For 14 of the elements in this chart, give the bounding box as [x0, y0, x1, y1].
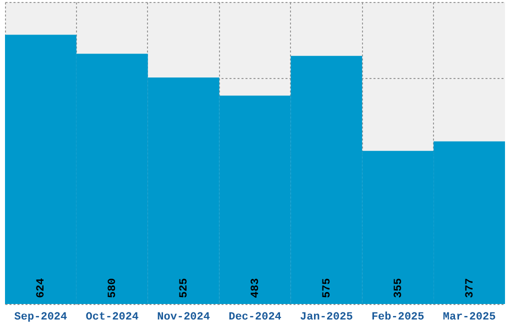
x-tick-label: Mar-2025 [442, 312, 496, 324]
data-label: 525 [178, 278, 191, 298]
x-tick-label: Sep-2024 [14, 312, 68, 324]
data-label: 575 [321, 278, 334, 298]
data-label: 483 [250, 278, 262, 298]
data-label: 377 [464, 278, 476, 298]
x-tick-label: Feb-2025 [371, 312, 425, 324]
x-tick-label: Dec-2024 [228, 312, 282, 324]
data-label: 624 [36, 278, 48, 298]
data-label: 580 [107, 278, 120, 298]
x-tick-label: Oct-2024 [86, 312, 139, 324]
x-tick-label: Nov-2024 [157, 312, 210, 324]
data-label: 355 [392, 278, 405, 298]
x-tick-label: Jan-2025 [300, 312, 354, 324]
